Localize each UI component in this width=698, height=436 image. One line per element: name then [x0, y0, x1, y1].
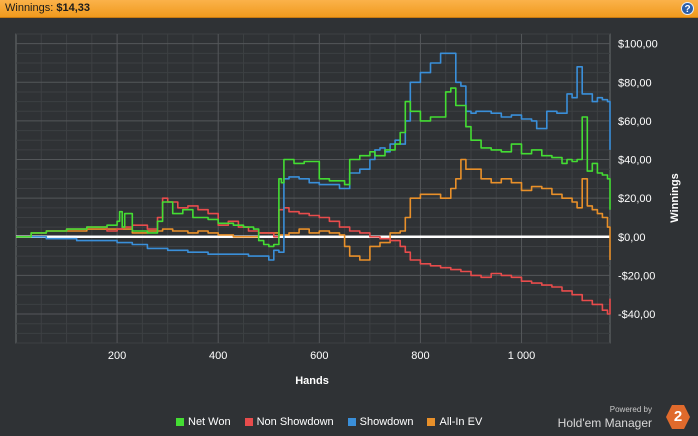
series-line-net-won	[16, 87, 611, 248]
y-tick-label: -$40,00	[618, 309, 655, 321]
help-icon[interactable]: ?	[681, 2, 694, 15]
net-won-swatch	[176, 418, 184, 426]
y-tick-label: $20,00	[618, 193, 652, 205]
winnings-chart: $100,00 $80,00 $60,00 $40,00 $20,00 $0,00 -$20…	[15, 33, 681, 387]
all-in-ev-swatch	[427, 418, 436, 426]
x-tick-label: 600	[310, 350, 328, 362]
y-tick-label: $100,00	[618, 39, 658, 51]
chart-legend: Net Won Non Showdown Showdown All-In EV	[176, 416, 482, 428]
x-axis-title: Hands	[295, 375, 329, 387]
y-tick-label: $0,00	[618, 232, 646, 244]
chart-grid	[15, 33, 611, 344]
chart-axes: $100,00 $80,00 $60,00 $40,00 $20,00 $0,00 -$20…	[16, 39, 658, 362]
legend-item-net-won[interactable]: Net Won	[176, 416, 231, 428]
title-bar: Winnings: $14,33 ?	[0, 0, 698, 18]
y-tick-label: $60,00	[618, 116, 652, 128]
x-tick-label: 200	[108, 350, 126, 362]
y-tick-label: $80,00	[618, 77, 652, 89]
series-line-all-in-ev	[16, 158, 611, 261]
x-tick-label: 400	[209, 350, 227, 362]
winnings-summary: Winnings: $14,33	[5, 2, 91, 14]
hm2-logo-icon: 2	[666, 405, 690, 429]
chart-series	[16, 52, 611, 315]
y-axis-title: Winnings	[669, 173, 681, 222]
winnings-amount: $14,33	[56, 2, 91, 14]
legend-item-non-showdown[interactable]: Non Showdown	[244, 416, 334, 428]
legend-item-all-in-ev[interactable]: All-In EV	[427, 416, 482, 428]
non-showdown-swatch	[244, 418, 253, 426]
x-tick-label: 1 000	[508, 350, 536, 362]
showdown-swatch	[347, 418, 356, 426]
legend-item-showdown[interactable]: Showdown	[347, 416, 413, 428]
x-tick-label: 800	[411, 350, 429, 362]
y-tick-label: $40,00	[618, 155, 652, 167]
y-tick-label: -$20,00	[618, 270, 655, 282]
series-line-non-showdown	[16, 197, 611, 315]
powered-by-text: Powered by	[609, 405, 652, 414]
brand-logo: Powered by Hold'em Manager 2	[550, 404, 690, 434]
brand-name: Hold'em Manager	[557, 416, 652, 430]
